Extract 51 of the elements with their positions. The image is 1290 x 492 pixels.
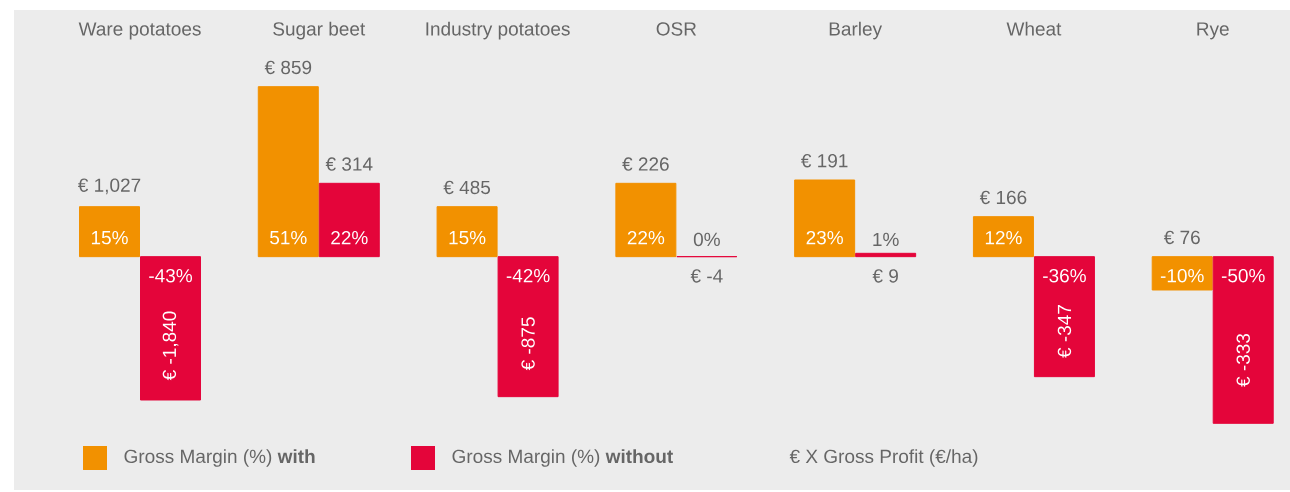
x-tick-label: Industry potatoes	[426, 21, 570, 40]
bar	[615, 182, 677, 258]
bar	[1212, 256, 1274, 424]
annotation: € 76	[1163, 230, 1200, 245]
annotation: € 226	[622, 157, 669, 171]
x-tick-label: Sugar beet	[273, 21, 366, 40]
bar	[318, 182, 380, 258]
legend-label: Gross Margin (%) without	[452, 449, 673, 467]
data-label: -42%	[506, 268, 550, 283]
bar	[1033, 256, 1095, 378]
annotation: € 166	[979, 190, 1027, 205]
bar	[257, 86, 319, 258]
text: € X Gross Profit (€/ha)	[789, 449, 978, 467]
bar	[436, 206, 498, 258]
x-tick-label: Rye	[1197, 22, 1229, 40]
annotation: € 1,027	[77, 178, 141, 195]
data-label: 22%	[331, 230, 368, 245]
bar	[794, 179, 856, 258]
bar	[972, 216, 1034, 258]
data-label: 12%	[985, 230, 1022, 245]
data-label: -10%	[1160, 268, 1204, 283]
data-label: 51%	[270, 230, 307, 245]
bar	[1151, 256, 1213, 291]
data-label: -50%	[1221, 268, 1265, 283]
data-label: 22%	[627, 230, 665, 245]
data-label: -36%	[1043, 268, 1086, 283]
annotation: € 859	[264, 60, 312, 75]
legend-label: Gross Margin (%) with	[124, 449, 315, 467]
bar	[140, 256, 202, 401]
x-tick-label: Barley	[829, 21, 883, 40]
data-label: 0%	[693, 232, 720, 247]
bar	[855, 252, 917, 258]
data-label: 23%	[806, 230, 843, 245]
x-tick-label: Ware potatoes	[78, 22, 201, 40]
annotation: € -347	[1057, 305, 1072, 358]
annotation: € -1,840	[162, 311, 179, 381]
annotation: € -4	[690, 269, 723, 283]
annotation: € -333	[1236, 333, 1250, 387]
annotation: € -875	[521, 317, 535, 371]
data-label: 1%	[873, 232, 899, 247]
x-tick-label: OSR	[656, 22, 697, 36]
bar	[497, 256, 559, 398]
data-label: 15%	[91, 230, 128, 245]
annotation: € 9	[872, 269, 898, 283]
annotation: € 314	[325, 157, 373, 171]
annotation: € 485	[443, 180, 491, 195]
data-label: -43%	[149, 268, 192, 283]
x-tick-label: Wheat	[1006, 21, 1062, 36]
data-label: 15%	[449, 230, 486, 245]
bar	[79, 206, 141, 258]
annotation: € 191	[801, 154, 848, 168]
